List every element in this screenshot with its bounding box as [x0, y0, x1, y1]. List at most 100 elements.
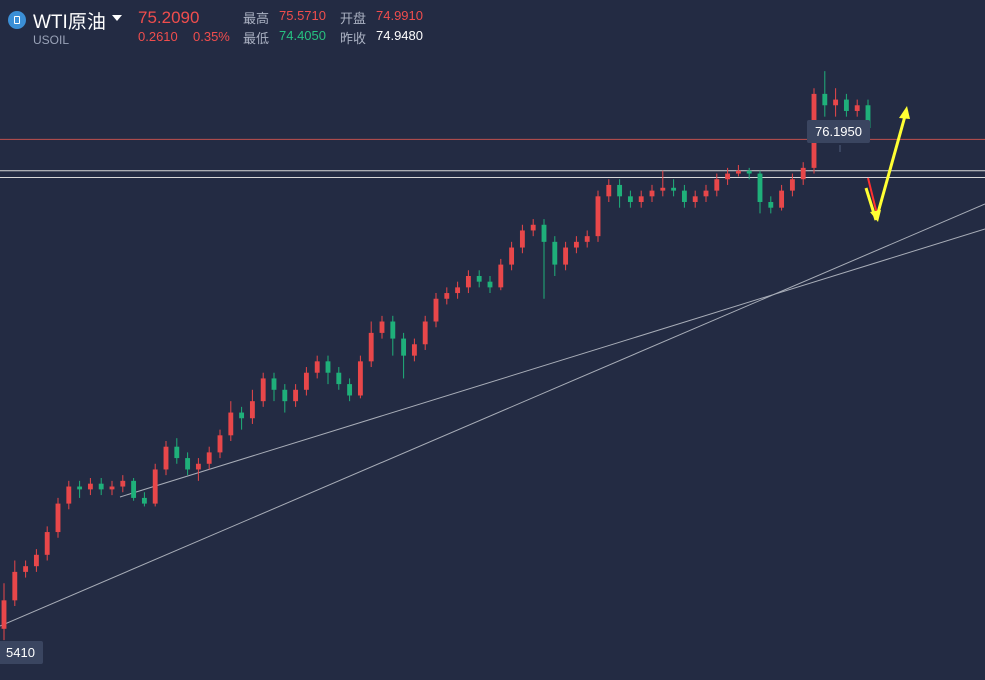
candle-body — [120, 480, 126, 487]
candle-body — [228, 412, 234, 436]
candle-body — [800, 167, 806, 180]
candle-body — [422, 321, 428, 345]
price-change: 0.2610 — [138, 29, 178, 44]
candle-body — [444, 293, 450, 299]
candle-body — [185, 458, 191, 470]
candle-body — [33, 554, 39, 567]
candle-body — [195, 463, 201, 470]
annotation-arrows — [864, 106, 910, 222]
candle-body — [368, 332, 374, 362]
candle-body — [735, 170, 741, 174]
candle-body — [779, 190, 785, 208]
high-label: 最高 — [243, 11, 270, 26]
symbol-header: WTI原油 USOIL 75.2090 0.2610 0.35% 最高 75.5… — [0, 0, 985, 50]
lower-trendline — [0, 203, 985, 627]
candle-body — [487, 281, 493, 288]
candle-body — [217, 435, 223, 453]
candle-body — [98, 483, 104, 490]
candle-body — [1, 600, 7, 629]
oil-symbol-icon — [8, 11, 26, 29]
candle-body — [757, 173, 763, 203]
candle-body — [746, 170, 752, 174]
candle-body — [854, 105, 860, 111]
candle-body — [498, 264, 504, 288]
candle-body — [336, 372, 342, 385]
candle-body — [401, 338, 407, 356]
symbol-name[interactable]: WTI原油 — [33, 12, 106, 33]
upper-trendline — [119, 228, 985, 498]
candle-body — [768, 202, 774, 208]
candle-body — [303, 372, 309, 390]
candle-body — [552, 241, 558, 265]
candle-body — [617, 184, 623, 197]
candle-body — [293, 389, 299, 402]
candle-body — [239, 412, 245, 419]
candle-body — [681, 190, 687, 203]
candle-body — [509, 247, 515, 265]
candle-body — [606, 184, 612, 197]
candle-body — [141, 497, 147, 504]
candle-body — [314, 361, 320, 373]
low-value: 74.4050 — [279, 28, 326, 43]
candle-body — [433, 298, 439, 322]
candle-body — [390, 321, 396, 339]
candle-body — [843, 99, 849, 111]
candle-body — [66, 486, 72, 504]
candle-body — [325, 361, 331, 373]
candle-body — [206, 452, 212, 464]
candle-body — [379, 321, 385, 333]
horizontal-levels — [0, 138, 985, 179]
candle-body — [152, 469, 158, 504]
candle-body — [174, 446, 180, 459]
candle-body — [692, 196, 698, 203]
trendlines — [0, 203, 985, 627]
open-label: 开盘 — [340, 11, 367, 26]
candle-body — [703, 190, 709, 197]
last-price: 75.2090 — [138, 8, 200, 27]
candle-body — [530, 224, 536, 231]
low-price-callout: 5410 — [0, 641, 43, 664]
high-price-callout: 76.1950 — [807, 120, 870, 143]
candle-body — [77, 486, 83, 490]
candle-body — [714, 179, 720, 191]
candle-body — [833, 99, 839, 106]
candle-body — [282, 389, 288, 402]
low-label: 最低 — [243, 31, 270, 46]
candle-body — [541, 224, 547, 242]
candle-body — [476, 275, 482, 282]
candle-body — [649, 190, 655, 197]
candle-body — [584, 236, 590, 242]
candle-body — [411, 344, 417, 356]
prev-close-label: 昨收 — [340, 31, 367, 46]
candle-body — [249, 401, 255, 419]
symbol-code: USOIL — [33, 33, 70, 47]
candle-body — [260, 378, 266, 402]
candle-body — [519, 230, 525, 248]
candle-body — [163, 446, 169, 470]
candle-body — [55, 503, 61, 533]
candle-body — [638, 196, 644, 203]
high-value: 75.5710 — [279, 8, 326, 23]
candle-body — [725, 173, 731, 180]
candle-body — [789, 179, 795, 191]
chevron-down-icon[interactable] — [112, 15, 122, 21]
candle-body — [660, 187, 666, 191]
price-change-pct: 0.35% — [193, 29, 230, 44]
yellow-arrow-up — [874, 115, 907, 221]
candle-body — [563, 247, 569, 265]
candle-body — [671, 187, 677, 191]
candle-body — [131, 480, 137, 498]
candle-body — [595, 196, 601, 237]
candle-body — [865, 105, 871, 129]
candle-body — [822, 93, 828, 106]
candle-body — [271, 378, 277, 390]
yellow-arrowhead-up — [899, 106, 910, 119]
open-value: 74.9910 — [376, 8, 423, 23]
candle-body — [12, 571, 18, 601]
candle-body — [357, 361, 363, 396]
candle-body — [44, 532, 50, 555]
candle-body — [455, 287, 461, 294]
candle-body — [573, 241, 579, 248]
candle-body — [87, 483, 93, 490]
